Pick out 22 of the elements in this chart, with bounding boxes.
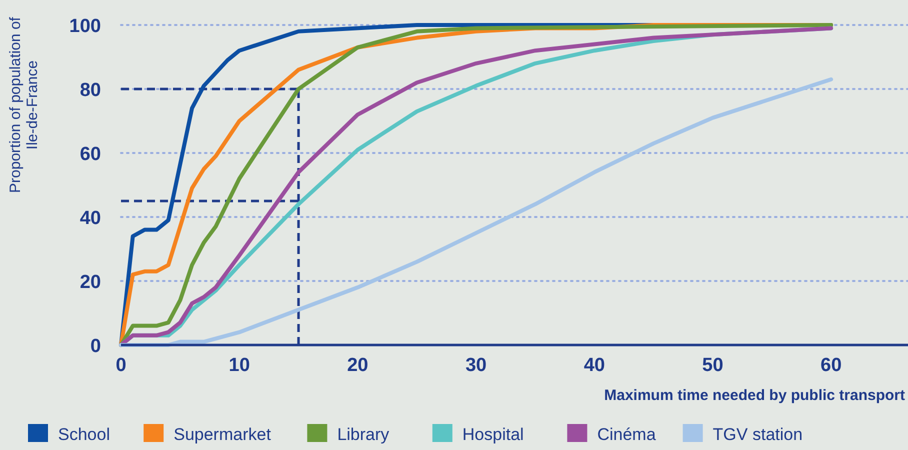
y-tick-label: 80 [80,80,101,101]
y-axis-title: Proportion of population of Ile-de-France [7,16,41,193]
y-tick-label: 0 [90,336,101,357]
legend-label: TGV station [712,425,803,444]
y-tick-label: 40 [80,208,101,229]
x-axis-title: Maximum time needed by public transport [604,387,905,404]
legend-label: Hospital [462,425,524,444]
line-series [119,77,834,347]
y-tick-label: 20 [80,272,101,293]
legend-label: Library [337,425,390,444]
x-tick-label: 50 [702,355,724,376]
x-tick-label: 10 [228,355,250,376]
y-tick-label: 60 [80,144,101,165]
legend-label: Supermarket [174,425,272,444]
x-tick-label: 0 [116,355,126,376]
x-tick-label: 20 [347,355,368,376]
x-tick-label: 30 [465,355,487,376]
legend-label: School [58,425,110,444]
legend-label: Cinéma [597,425,656,444]
x-tick-label: 40 [584,355,605,376]
x-tick-label: 60 [820,355,842,376]
y-tick-label: 100 [69,16,101,37]
